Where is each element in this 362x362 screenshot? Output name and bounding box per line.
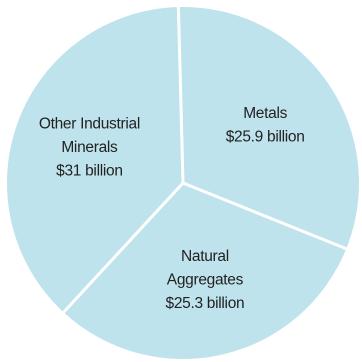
slice-label-0: Metals $25.9 billion xyxy=(226,105,305,146)
slice-label-line: Natural xyxy=(181,248,229,265)
slice-separator-1 xyxy=(182,181,349,251)
slice-label-line: Metals xyxy=(243,105,287,122)
slice-label-2: Other Industrial Minerals $31 billion xyxy=(39,115,140,179)
pie-slice-1 xyxy=(63,183,347,359)
separators-layer xyxy=(61,5,349,315)
labels-layer: Metals $25.9 billion Natural Aggregates $25.… xyxy=(39,105,305,312)
slice-label-line: Minerals xyxy=(61,139,118,156)
pie-slice-0 xyxy=(178,6,359,249)
pie-slice-2 xyxy=(6,7,183,313)
slice-label-line: Other Industrial xyxy=(39,115,140,132)
slice-label-1: Natural Aggregates $25.3 billion xyxy=(166,248,245,312)
slice-label-line: Aggregates xyxy=(167,272,244,289)
slice-label-line: $31 billion xyxy=(56,162,123,179)
slice-label-line: $25.9 billion xyxy=(226,129,305,146)
slice-label-line: $25.3 billion xyxy=(166,295,245,312)
slice-separator-0 xyxy=(176,5,185,184)
slices-layer xyxy=(6,6,359,359)
slice-separator-2 xyxy=(61,181,185,315)
